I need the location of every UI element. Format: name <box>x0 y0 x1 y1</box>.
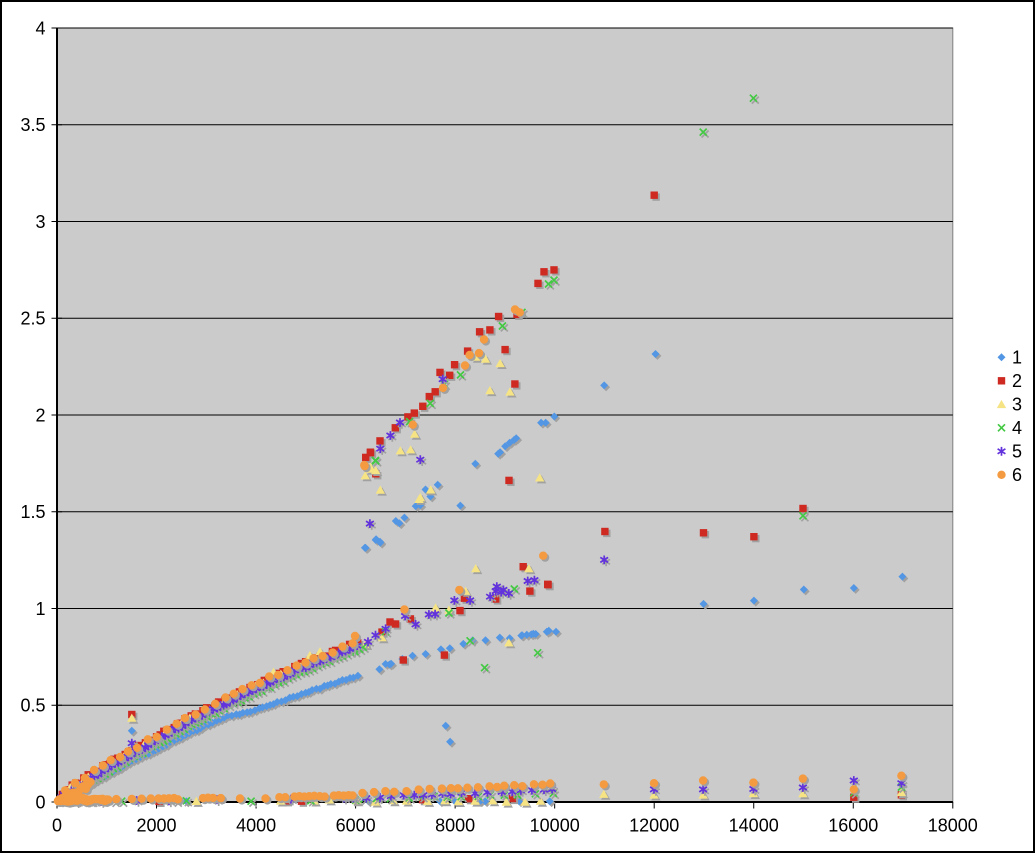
svg-text:4: 4 <box>1012 418 1022 438</box>
svg-text:16000: 16000 <box>828 816 878 836</box>
svg-text:2: 2 <box>35 405 45 425</box>
svg-text:1.5: 1.5 <box>20 502 45 522</box>
svg-text:1: 1 <box>1012 348 1022 368</box>
svg-text:4: 4 <box>35 18 45 38</box>
svg-text:3: 3 <box>35 212 45 232</box>
svg-text:4000: 4000 <box>236 816 276 836</box>
svg-text:6000: 6000 <box>336 816 376 836</box>
svg-text:10000: 10000 <box>530 816 580 836</box>
svg-text:0.5: 0.5 <box>20 696 45 716</box>
svg-text:2: 2 <box>1012 371 1022 391</box>
svg-text:3: 3 <box>1012 395 1022 415</box>
svg-text:0: 0 <box>35 792 45 812</box>
svg-text:2.5: 2.5 <box>20 309 45 329</box>
svg-text:0: 0 <box>52 816 62 836</box>
svg-text:12000: 12000 <box>629 816 679 836</box>
svg-text:8000: 8000 <box>435 816 475 836</box>
svg-text:18000: 18000 <box>928 816 978 836</box>
svg-text:5: 5 <box>1012 442 1022 462</box>
svg-text:2000: 2000 <box>136 816 176 836</box>
svg-text:14000: 14000 <box>729 816 779 836</box>
svg-text:1: 1 <box>35 599 45 619</box>
svg-text:6: 6 <box>1012 465 1022 485</box>
svg-text:3.5: 3.5 <box>20 115 45 135</box>
